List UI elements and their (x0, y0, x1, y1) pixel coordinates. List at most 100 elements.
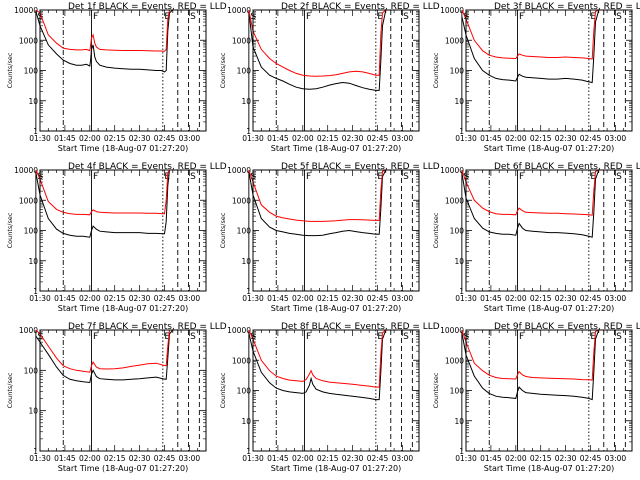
x-tick-label: 02:30 (129, 294, 151, 303)
marker-label: S (616, 12, 622, 22)
y-tick-label: 100 (237, 67, 252, 76)
x-tick-label: 02:45 (580, 454, 602, 463)
events-line (35, 10, 174, 73)
x-tick-label: 02:00 (292, 454, 314, 463)
y-tick-label: 1 (246, 287, 251, 296)
y-tick-label: 10000 (440, 6, 464, 15)
x-tick-label: 01:45 (267, 454, 289, 463)
marker-label: S (190, 332, 196, 342)
y-tick-label: 10000 (227, 326, 251, 335)
x-tick-label: 03:00 (605, 454, 627, 463)
panel-title: Det 5f BLACK = Events, RED = LLD (281, 162, 440, 172)
y-axis-label: Counts/sec (219, 212, 227, 248)
panel-title: Det 7f BLACK = Events, RED = LLD (68, 322, 227, 332)
x-tick-label: 02:00 (505, 454, 527, 463)
marker-label: F (306, 172, 311, 182)
x-axis-label: Start Time (18-Aug-07 01:27:20) (271, 304, 402, 313)
plot-frame (252, 329, 420, 452)
y-tick-label: 10000 (440, 166, 464, 175)
x-tick-label: 02:30 (555, 294, 577, 303)
panel-6: Det 6f BLACK = Events, RED = LLD Counts/s… (432, 162, 640, 313)
x-tick-label: 01:45 (480, 134, 502, 143)
y-tick-label: 10 (28, 407, 38, 416)
x-tick-label: 02:00 (292, 294, 314, 303)
x-tick-label: 02:00 (505, 134, 527, 143)
y-tick-label: 10 (241, 417, 251, 426)
marker-label: F (519, 172, 524, 182)
panel-title: Det 4f BLACK = Events, RED = LLD (68, 162, 227, 172)
marker-label: S (190, 12, 196, 22)
plot-frame (465, 169, 633, 292)
y-tick-label: 10 (28, 97, 38, 106)
y-tick-label: 1000 (445, 196, 464, 205)
panel-5: Det 5f BLACK = Events, RED = LLD Counts/s… (219, 162, 440, 313)
panel-title: Det 2f BLACK = Events, RED = LLD (281, 2, 440, 12)
y-tick-label: 100 (450, 387, 465, 396)
y-tick-label: 100 (450, 67, 465, 76)
y-tick-label: 1000 (232, 196, 251, 205)
panel-title: Det 3f BLACK = Events, RED = LLD (494, 2, 640, 12)
panel-9: Det 9f BLACK = Events, RED = LLD Counts/s… (432, 322, 640, 473)
y-tick-label: 10000 (227, 166, 251, 175)
series-group (461, 330, 600, 401)
y-tick-label: 1000 (445, 356, 464, 365)
y-axis-label: Counts/sec (432, 52, 440, 88)
y-tick-label: 100 (450, 227, 465, 236)
plot-frame (465, 329, 633, 452)
y-tick-label: 1 (33, 287, 38, 296)
panel-title: Det 1f BLACK = Events, RED = LLD (68, 2, 227, 12)
marker-label: E (377, 12, 383, 22)
events-line (248, 10, 387, 91)
x-tick-label: 02:30 (342, 294, 364, 303)
x-tick-label: 01:30 (29, 134, 51, 143)
lld-line (461, 10, 599, 60)
y-axis-label: Counts/sec (432, 372, 440, 408)
plot-frame (252, 9, 420, 132)
lld-line (248, 170, 386, 222)
x-tick-label: 01:30 (242, 454, 264, 463)
events-line (248, 170, 387, 237)
lld-line (461, 170, 599, 216)
marker-label: F (306, 332, 311, 342)
x-tick-label: 02:30 (129, 134, 151, 143)
plot-frame (39, 9, 207, 132)
series-group (461, 170, 600, 238)
x-tick-label: 02:30 (555, 454, 577, 463)
x-tick-label: 02:15 (104, 134, 126, 143)
lld-line (248, 10, 387, 77)
y-tick-label: 10 (454, 417, 464, 426)
lld-line (248, 330, 387, 388)
lld-line (461, 330, 599, 381)
y-tick-label: 10 (241, 97, 251, 106)
y-tick-label: 1 (246, 127, 251, 136)
panel-2: Det 2f BLACK = Events, RED = LLD Counts/s… (219, 2, 440, 153)
marker-label: E (164, 332, 170, 342)
y-tick-label: 1000 (232, 36, 251, 45)
events-line (461, 10, 600, 84)
events-line (461, 330, 600, 401)
y-tick-label: 1000 (19, 36, 38, 45)
y-tick-label: 10000 (440, 326, 464, 335)
x-tick-label: 01:30 (29, 454, 51, 463)
x-tick-label: 01:30 (29, 294, 51, 303)
y-axis-label: Counts/sec (6, 372, 14, 408)
panel-title: Det 9f BLACK = Events, RED = LLD (494, 322, 640, 332)
y-tick-label: 1000 (19, 196, 38, 205)
y-tick-label: 10 (28, 257, 38, 266)
marker-label: S (190, 172, 196, 182)
plot-frame (465, 9, 633, 132)
series-group (248, 170, 387, 237)
y-tick-label: 100 (237, 227, 252, 236)
x-tick-label: 02:45 (154, 294, 176, 303)
marker-label: F (93, 332, 98, 342)
plot-frame (252, 169, 420, 292)
x-tick-label: 02:45 (580, 134, 602, 143)
y-tick-label: 10000 (14, 166, 38, 175)
marker-label: E (377, 172, 383, 182)
panel-3: Det 3f BLACK = Events, RED = LLD Counts/s… (432, 2, 640, 153)
x-axis-label: Start Time (18-Aug-07 01:27:20) (271, 464, 402, 473)
series-group (35, 330, 174, 384)
marker-label: S (403, 332, 409, 342)
x-tick-label: 01:45 (267, 294, 289, 303)
